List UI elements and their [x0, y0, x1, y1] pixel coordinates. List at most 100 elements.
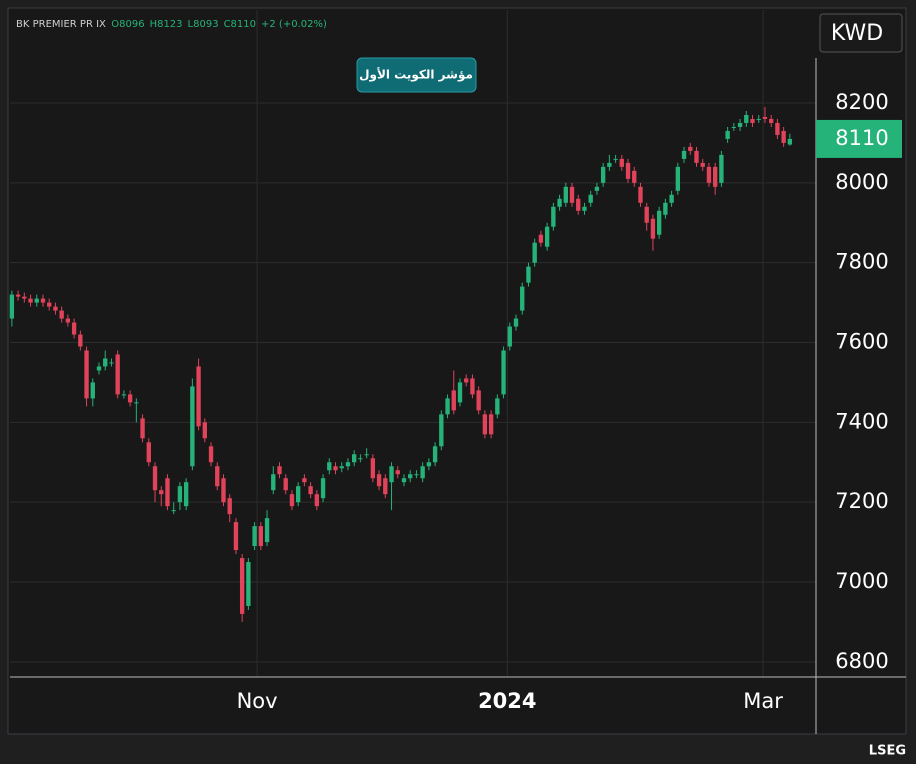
candle-body — [127, 394, 133, 403]
y-tick-label: 7800 — [835, 250, 888, 274]
candle-body — [731, 126, 737, 128]
candle-body — [600, 166, 606, 183]
candle-body — [482, 414, 488, 435]
candle-body — [252, 526, 257, 547]
header: BK PREMIER PR IX O8096 H8123 L8093 C8110 +2 (… — [16, 19, 327, 30]
quote-change: +2 (+0.02%) — [261, 19, 327, 30]
candle-body — [669, 194, 674, 203]
candle-body — [227, 498, 232, 515]
candle-body — [607, 162, 612, 167]
candle-body — [719, 154, 724, 183]
candle-body — [152, 466, 158, 491]
candle-body — [215, 466, 220, 487]
candle-body — [233, 522, 239, 551]
candle-body — [613, 158, 618, 160]
candle-body — [576, 198, 581, 211]
candle-body — [289, 494, 295, 507]
candle-body — [787, 138, 793, 145]
candle-body — [53, 306, 58, 311]
candle-body — [476, 390, 481, 411]
last-price-box — [816, 119, 902, 158]
candle-body — [221, 478, 226, 503]
candle-body — [134, 402, 139, 404]
candle-body — [115, 354, 120, 395]
candle-body — [103, 358, 108, 367]
candle-body — [345, 462, 351, 467]
candle-body — [495, 398, 500, 415]
currency-box — [819, 13, 903, 53]
candle-body — [663, 202, 668, 215]
candle-body — [333, 466, 338, 471]
candle-body — [264, 518, 270, 543]
y-tick-label: 7000 — [835, 569, 888, 593]
x-tick-label: Nov — [237, 689, 278, 713]
candle-body — [364, 454, 369, 456]
candle-body — [488, 414, 494, 435]
y-tick-label: 7200 — [835, 489, 888, 513]
candles — [9, 106, 793, 622]
candle-body — [302, 478, 307, 483]
candle-body — [563, 186, 568, 203]
candle-body — [445, 398, 450, 415]
candle-body — [90, 382, 95, 399]
candle-body — [594, 186, 600, 191]
y-tick-label: 6800 — [835, 649, 888, 673]
annotation: مؤشر الكويت الأول — [359, 67, 473, 83]
candle-body — [370, 458, 376, 479]
candle-body — [34, 298, 39, 303]
candle-body — [470, 378, 475, 395]
candle-body — [339, 466, 344, 469]
x-tick-label: Mar — [743, 689, 783, 713]
candle-body — [650, 218, 656, 239]
candle-body — [395, 470, 400, 475]
candle-body — [140, 418, 145, 439]
currency: KWD — [831, 21, 883, 46]
candle-body — [706, 166, 712, 183]
candle-body — [588, 194, 593, 203]
candle-body — [277, 466, 282, 475]
candle-body — [327, 462, 332, 471]
candle-body — [28, 298, 33, 303]
candle-body — [96, 366, 102, 371]
annotation-box — [356, 57, 477, 93]
brand: LSEG — [869, 744, 906, 759]
candle-body — [656, 210, 662, 235]
axes: 6800 7000 7200 7400 7600 7800 8000 8200 Nov 2024 M… — [237, 90, 902, 713]
y-tick-label: 7600 — [835, 330, 888, 354]
last-price: 8110 — [835, 126, 888, 150]
candle-body — [414, 474, 419, 476]
candle-body — [239, 558, 245, 614]
candle-body — [632, 170, 637, 183]
candle-body — [389, 466, 394, 483]
candle-body — [9, 294, 15, 319]
candle-body — [644, 206, 649, 223]
candle-body — [258, 526, 264, 547]
candle-body — [551, 206, 556, 227]
candle-body — [781, 130, 786, 143]
candle-body — [737, 122, 743, 127]
candle-body — [283, 478, 288, 491]
candle-body — [520, 286, 525, 311]
candle-body — [196, 366, 201, 427]
quote-high: H8123 — [150, 19, 183, 30]
candle-body — [756, 118, 761, 120]
x-tick-label: 2024 — [478, 689, 536, 713]
candle-body — [352, 454, 357, 463]
candle-body — [426, 462, 432, 467]
y-tick-label: 8200 — [835, 90, 888, 114]
candle-body — [78, 334, 83, 347]
candle-body — [432, 446, 438, 463]
candle-body — [84, 350, 89, 399]
candle-body — [109, 362, 114, 364]
candle-body — [625, 162, 631, 179]
candle-body — [59, 310, 64, 319]
candle-body — [675, 166, 681, 191]
candle-body — [700, 162, 705, 167]
candle-body — [532, 242, 537, 263]
candle-body — [65, 318, 71, 323]
candle-body — [208, 446, 214, 463]
candle-body — [401, 478, 407, 483]
candle-body — [538, 234, 544, 243]
symbol: BK PREMIER PR IX — [16, 19, 106, 30]
